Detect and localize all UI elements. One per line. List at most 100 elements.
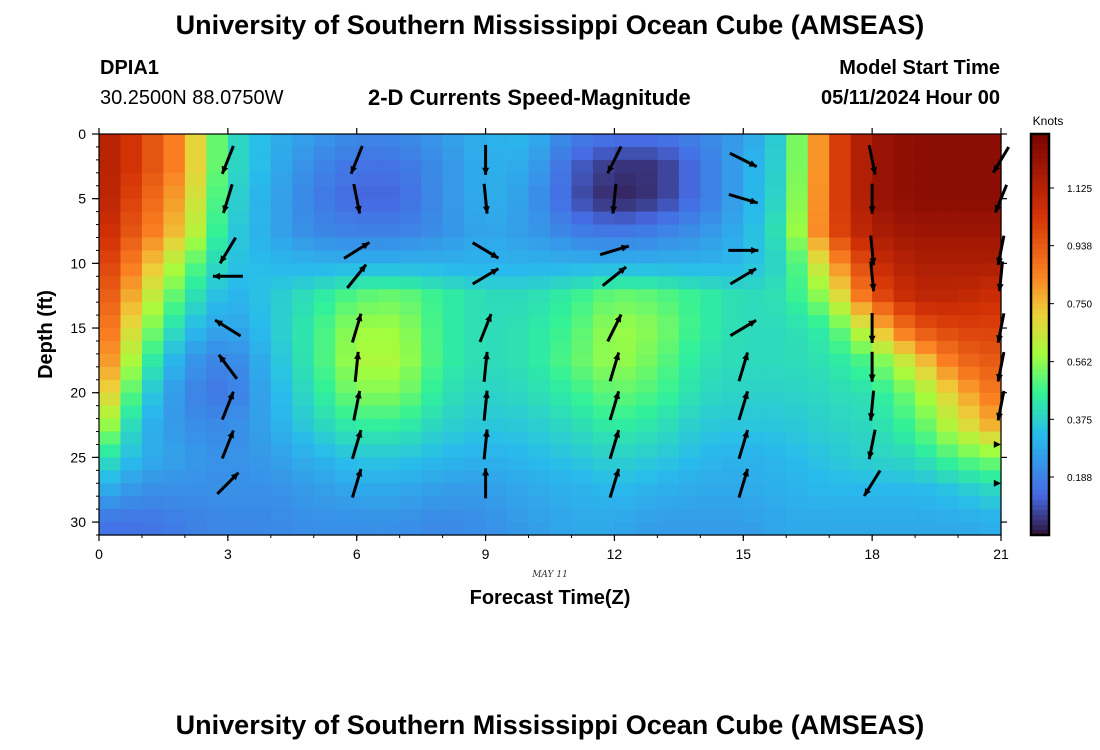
heatmap-cell bbox=[829, 444, 852, 458]
heatmap-cell bbox=[872, 185, 895, 200]
heatmap-cell bbox=[571, 172, 594, 187]
heatmap-cell bbox=[485, 522, 508, 536]
heatmap-cell bbox=[979, 353, 1002, 368]
heatmap-cell bbox=[227, 302, 250, 316]
heatmap-cell bbox=[206, 237, 229, 252]
heatmap-cell bbox=[958, 328, 981, 342]
heatmap-cell bbox=[915, 172, 938, 187]
heatmap-cell bbox=[227, 522, 250, 536]
heatmap-cell bbox=[829, 224, 852, 239]
heatmap-cell bbox=[442, 470, 465, 484]
heatmap-cell bbox=[936, 392, 959, 407]
heatmap-cell bbox=[743, 366, 766, 381]
heatmap-cell bbox=[442, 250, 465, 264]
heatmap-cell bbox=[592, 250, 616, 264]
heatmap-cell bbox=[270, 353, 293, 368]
heatmap-cell bbox=[721, 134, 744, 148]
heatmap-cell bbox=[915, 328, 938, 342]
heatmap-cell bbox=[249, 172, 272, 187]
heatmap-cell bbox=[356, 509, 379, 523]
heatmap-cell bbox=[678, 483, 701, 497]
colorbar-segment bbox=[1031, 429, 1049, 436]
heatmap-cell bbox=[678, 302, 701, 316]
heatmap-cell bbox=[528, 146, 551, 161]
heatmap-cell bbox=[335, 276, 358, 290]
heatmap-cell bbox=[270, 522, 293, 536]
heatmap-cell bbox=[657, 224, 680, 239]
heatmap-cell bbox=[829, 470, 852, 484]
heatmap-cell bbox=[936, 379, 959, 394]
heatmap-cell bbox=[249, 340, 272, 355]
colorbar-segment bbox=[1031, 469, 1049, 476]
colorbar-segment bbox=[1031, 324, 1049, 331]
heatmap-cell bbox=[614, 353, 637, 368]
heatmap-cell bbox=[184, 159, 207, 174]
heatmap-cell bbox=[292, 224, 315, 239]
heatmap-cell bbox=[99, 289, 122, 303]
heatmap-cell bbox=[421, 237, 444, 252]
heatmap-cell bbox=[442, 134, 465, 148]
heatmap-cell bbox=[184, 276, 207, 290]
heatmap-cell bbox=[120, 146, 143, 161]
heatmap-cell bbox=[915, 483, 938, 497]
heatmap-cell bbox=[958, 211, 981, 226]
heatmap-cell bbox=[764, 276, 787, 290]
heatmap-cell bbox=[678, 211, 701, 226]
heatmap-cell bbox=[571, 340, 594, 355]
heatmap-cell bbox=[249, 470, 272, 484]
heatmap-cell bbox=[485, 302, 508, 316]
heatmap-cell bbox=[979, 457, 1002, 471]
heatmap-cell bbox=[464, 470, 487, 484]
heatmap-cell bbox=[442, 444, 465, 458]
chart-title: 2-D Currents Speed-Magnitude bbox=[368, 85, 691, 110]
colorbar-segment bbox=[1031, 179, 1049, 185]
heatmap-cell bbox=[206, 328, 229, 342]
heatmap-cell bbox=[829, 237, 852, 252]
heatmap-cell bbox=[893, 159, 916, 174]
heatmap-cell bbox=[442, 483, 465, 497]
heatmap-cell bbox=[378, 444, 401, 458]
heatmap-cell bbox=[571, 366, 594, 381]
vector-arrowhead bbox=[218, 354, 226, 363]
heatmap-cell bbox=[635, 509, 658, 523]
heatmap-cell bbox=[958, 366, 981, 381]
heatmap-cell bbox=[786, 198, 809, 213]
heatmap-cell bbox=[399, 172, 422, 187]
heatmap-cell bbox=[850, 522, 873, 536]
heatmap-cell bbox=[528, 522, 551, 536]
heatmap-cell bbox=[829, 340, 852, 355]
vector-arrowhead bbox=[358, 264, 367, 273]
heatmap-cell bbox=[979, 289, 1002, 303]
heatmap-cell bbox=[507, 418, 530, 433]
heatmap-cell bbox=[464, 315, 487, 329]
heatmap-cell bbox=[163, 496, 186, 510]
heatmap-cell bbox=[99, 405, 122, 420]
heatmap-cell bbox=[421, 328, 444, 342]
heatmap-cell bbox=[850, 509, 873, 523]
heatmap-cell bbox=[979, 185, 1002, 200]
heatmap-cell bbox=[249, 366, 272, 381]
heatmap-cell bbox=[657, 392, 680, 407]
heatmap-cell bbox=[421, 431, 444, 446]
heatmap-cell bbox=[764, 172, 787, 187]
date-label: MAY 11 bbox=[531, 570, 568, 580]
heatmap-cell bbox=[378, 328, 401, 342]
heatmap-cell bbox=[356, 328, 379, 342]
heatmap-cell bbox=[678, 172, 701, 187]
heatmap-cell bbox=[528, 263, 551, 277]
heatmap-cell bbox=[292, 483, 315, 497]
heatmap-cell bbox=[141, 457, 165, 471]
heatmap-cell bbox=[270, 134, 293, 148]
heatmap-cell bbox=[893, 522, 916, 536]
heatmap-cell bbox=[485, 418, 508, 433]
heatmap-cell bbox=[120, 431, 143, 446]
heatmap-cell bbox=[936, 340, 959, 355]
heatmap-cell bbox=[163, 418, 186, 433]
heatmap-cell bbox=[592, 418, 616, 433]
heatmap-cell bbox=[206, 418, 229, 433]
heatmap-cell bbox=[99, 185, 122, 200]
heatmap-cell bbox=[292, 250, 315, 264]
heatmap-cell bbox=[399, 340, 422, 355]
heatmap-cell bbox=[614, 457, 637, 471]
colorbar-segment bbox=[1031, 474, 1049, 481]
